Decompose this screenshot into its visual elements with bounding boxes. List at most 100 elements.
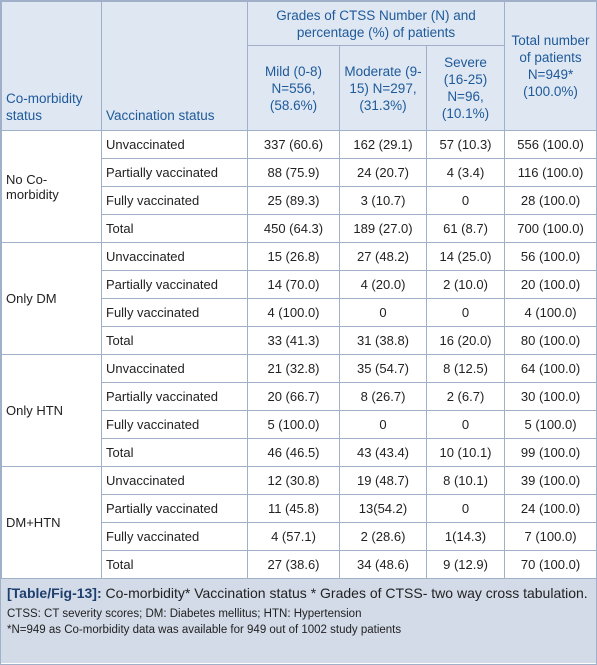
row-label: Unvaccinated bbox=[101, 242, 248, 271]
row-label: Total bbox=[101, 326, 248, 355]
table-row: Partially vaccinated 20 (66.7) 8 (26.7) 2 (… bbox=[2, 382, 597, 411]
cell: 8 (10.1) bbox=[425, 466, 506, 495]
cell: 27 (48.2) bbox=[339, 242, 427, 271]
cell: 24 (20.7) bbox=[339, 158, 427, 187]
cell: 64 (100.0) bbox=[504, 354, 597, 383]
cell: 0 bbox=[425, 410, 506, 439]
cell: 5 (100.0) bbox=[504, 410, 597, 439]
header-cell: Vaccination status bbox=[101, 1, 248, 131]
cell: 162 (29.1) bbox=[339, 130, 427, 159]
cell: 31 (38.8) bbox=[339, 326, 427, 355]
cell: 4 (20.0) bbox=[339, 270, 427, 299]
cell: 43 (43.4) bbox=[339, 438, 427, 467]
cell: 30 (100.0) bbox=[504, 382, 597, 411]
cell: 57 (10.3) bbox=[425, 130, 506, 159]
group-label: Only DM bbox=[1, 242, 102, 355]
data-table: Co-morbidity status Vaccination status G… bbox=[1, 1, 597, 579]
row-label: Unvaccinated bbox=[101, 354, 248, 383]
header-group: Grades of CTSS Number (N) and percentage… bbox=[246, 1, 506, 46]
caption-title: [Table/Fig-13]: Co-morbidity* Vaccinatio… bbox=[7, 585, 590, 602]
cell: 556 (100.0) bbox=[504, 130, 597, 159]
cell: 450 (64.3) bbox=[247, 214, 340, 243]
header-cell: Mild (0-8) N=556, (58.6%) bbox=[247, 45, 340, 131]
cell: 337 (60.6) bbox=[247, 130, 340, 159]
header-cell: Severe (16-25) N=96, (10.1%) bbox=[425, 45, 506, 131]
row-label: Total bbox=[101, 438, 248, 467]
row-label: Partially vaccinated bbox=[101, 158, 248, 187]
table-row: Only HTN Unvaccinated 21 (32.8) 35 (54.7) 8 … bbox=[1, 354, 597, 467]
group-label: No Co-morbidity bbox=[1, 130, 102, 243]
table-row: Total 27 (38.6) 34 (48.6) 9 (12.9) 70 (100.0… bbox=[2, 550, 597, 579]
table-row: Partially vaccinated 14 (70.0) 4 (20.0) 2 (… bbox=[2, 270, 597, 299]
cell: 5 (100.0) bbox=[247, 410, 340, 439]
cell: 25 (89.3) bbox=[247, 186, 340, 215]
cell: 3 (10.7) bbox=[339, 186, 427, 215]
caption-note: *N=949 as Co-morbidity data was availabl… bbox=[7, 624, 402, 636]
cell: 700 (100.0) bbox=[504, 214, 597, 243]
cell: 21 (32.8) bbox=[247, 354, 340, 383]
cell: 20 (66.7) bbox=[247, 382, 340, 411]
cell: 34 (48.6) bbox=[339, 550, 427, 579]
row-label: Unvaccinated bbox=[101, 130, 248, 159]
cell: 2 (28.6) bbox=[339, 522, 427, 551]
cell: 15 (26.8) bbox=[247, 242, 340, 271]
row-label: Fully vaccinated bbox=[101, 186, 248, 215]
cell: 189 (27.0) bbox=[339, 214, 427, 243]
cell: 46 (46.5) bbox=[247, 438, 340, 467]
row-label: Total bbox=[101, 214, 248, 243]
cell: 8 (12.5) bbox=[425, 354, 506, 383]
caption-text: Co-morbidity* Vaccination status * Grade… bbox=[105, 585, 588, 601]
group-label: Only HTN bbox=[1, 354, 102, 467]
row-label: Partially vaccinated bbox=[101, 382, 248, 411]
cell: 0 bbox=[339, 298, 427, 327]
table-row: No Co-morbidity Unvaccinated 337 (60.6) 162… bbox=[1, 130, 597, 243]
cell: 33 (41.3) bbox=[247, 326, 340, 355]
cell: 4 (100.0) bbox=[247, 298, 340, 327]
row-label: Partially vaccinated bbox=[101, 494, 248, 523]
table-body: No Co-morbidity Unvaccinated 337 (60.6) 162… bbox=[1, 130, 597, 579]
cell: 80 (100.0) bbox=[504, 326, 597, 355]
cell: 35 (54.7) bbox=[339, 354, 427, 383]
cell: 2 (6.7) bbox=[425, 382, 506, 411]
header-cell: Co-morbidity status bbox=[1, 1, 102, 131]
cell: 61 (8.7) bbox=[425, 214, 506, 243]
cell: 0 bbox=[425, 298, 506, 327]
cell: 39 (100.0) bbox=[504, 466, 597, 495]
table-row: Only DM Unvaccinated 15 (26.8) 27 (48.2) 14 … bbox=[1, 242, 597, 355]
cell: 14 (70.0) bbox=[247, 270, 340, 299]
cell: 1(14.3) bbox=[425, 522, 506, 551]
cell: 16 (20.0) bbox=[425, 326, 506, 355]
cell: 4 (57.1) bbox=[247, 522, 340, 551]
cell: 0 bbox=[425, 186, 506, 215]
table-row: DM+HTN Unvaccinated 12 (30.8) 19 (48.7) 8 (1… bbox=[1, 466, 597, 579]
cell: 14 (25.0) bbox=[425, 242, 506, 271]
cell: 13(54.2) bbox=[339, 494, 427, 523]
header-cell: Total number of patients N=949* (100.0%) bbox=[504, 1, 597, 131]
row-label: Fully vaccinated bbox=[101, 410, 248, 439]
cell: 99 (100.0) bbox=[504, 438, 597, 467]
cell: 0 bbox=[425, 494, 506, 523]
cell: 7 (100.0) bbox=[504, 522, 597, 551]
cell: 20 (100.0) bbox=[504, 270, 597, 299]
cell: 10 (10.1) bbox=[425, 438, 506, 467]
row-label: Unvaccinated bbox=[101, 466, 248, 495]
caption-note: CTSS: CT severity scores; DM: Diabetes m… bbox=[7, 608, 362, 620]
cell: 2 (10.0) bbox=[425, 270, 506, 299]
cell: 4 (100.0) bbox=[504, 298, 597, 327]
cell: 28 (100.0) bbox=[504, 186, 597, 215]
cell: 9 (12.9) bbox=[425, 550, 506, 579]
cell: 0 bbox=[339, 410, 427, 439]
cell: 4 (3.4) bbox=[425, 158, 506, 187]
row-label: Fully vaccinated bbox=[101, 522, 248, 551]
cell: 8 (26.7) bbox=[339, 382, 427, 411]
caption-label: [Table/Fig-13]: bbox=[7, 585, 102, 601]
cell: 27 (38.6) bbox=[247, 550, 340, 579]
table-row: Fully vaccinated 5 (100.0) 0 0 5 (100.0) bbox=[2, 410, 597, 439]
row-label: Partially vaccinated bbox=[101, 270, 248, 299]
caption: [Table/Fig-13]: Co-morbidity* Vaccinatio… bbox=[1, 579, 596, 663]
cell: 19 (48.7) bbox=[339, 466, 427, 495]
cell: 11 (45.8) bbox=[247, 494, 340, 523]
group-label: DM+HTN bbox=[1, 466, 102, 579]
cell: 116 (100.0) bbox=[504, 158, 597, 187]
